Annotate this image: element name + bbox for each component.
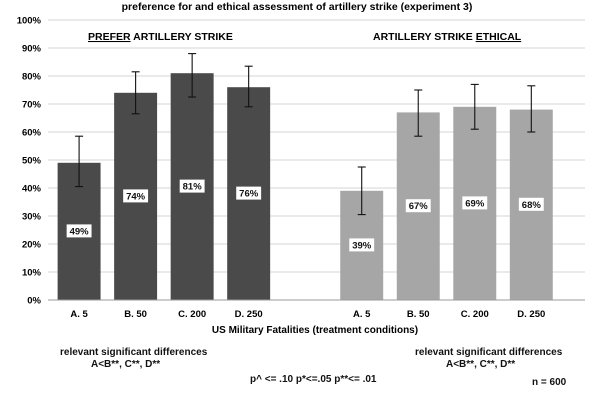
x-tick-label: D. 250 <box>235 309 263 320</box>
data-label: 81% <box>183 182 203 193</box>
y-tick-label: 70% <box>22 100 42 111</box>
y-tick-label: 40% <box>22 184 42 195</box>
series-label-underlined: ETHICAL <box>476 31 522 43</box>
chart-title: preference for and ethical assessment of… <box>122 1 473 13</box>
x-tick-label: B. 50 <box>124 309 147 320</box>
data-label-box <box>405 199 431 213</box>
y-tick-label: 60% <box>22 128 42 139</box>
x-tick-label: A. 5 <box>70 309 88 320</box>
data-label-box <box>179 179 205 193</box>
y-axis: 0% 10% 20% 30% 40% 50% 60% 70% 80% 90% 100% <box>17 16 42 307</box>
data-label-box <box>236 186 262 200</box>
bars <box>57 73 553 301</box>
series-label-text: ARTILLERY STRIKE <box>373 31 476 43</box>
series-label-text: ARTILLERY STRIKE <box>131 31 233 43</box>
data-label: 74% <box>126 191 146 202</box>
y-tick-label: 20% <box>22 240 42 251</box>
series-label-underlined: PREFER <box>88 31 131 43</box>
x-tick-label: C. 200 <box>178 309 206 320</box>
series-label-ethical: ARTILLERY STRIKE ETHICAL <box>373 31 522 43</box>
y-tick-label: 30% <box>22 212 42 223</box>
data-label: 68% <box>522 200 542 211</box>
y-tick-label: 50% <box>22 156 42 167</box>
y-tick-label: 80% <box>22 72 42 83</box>
data-labels: 49% 74% 81% 76% 39% 67% 69% 68% <box>66 179 544 252</box>
y-tick-label: 100% <box>17 16 42 27</box>
right-diff-title: relevant significant differences <box>415 347 563 358</box>
y-tick-label: 90% <box>22 44 42 55</box>
data-label-box <box>349 238 375 252</box>
x-axis: A. 5 B. 50 C. 200 D. 250 A. 5 B. 50 C. 200 D. 2… <box>70 309 545 320</box>
series-label-prefer: PREFER ARTILLERY STRIKE <box>88 31 233 43</box>
right-diff-values: A<B**, C**, D** <box>446 359 516 370</box>
data-label-box <box>518 197 544 211</box>
x-tick-label: C. 200 <box>461 309 489 320</box>
y-tick-label: 0% <box>27 296 41 307</box>
data-label: 69% <box>465 198 485 209</box>
left-diff-title: relevant significant differences <box>60 347 208 358</box>
data-label: 76% <box>239 189 259 200</box>
data-label: 49% <box>70 226 90 237</box>
x-tick-label: D. 250 <box>517 309 545 320</box>
data-label: 67% <box>409 201 429 212</box>
sample-size: n = 600 <box>532 377 567 388</box>
data-label-box <box>66 224 92 238</box>
p-value-legend: p^ <= .10 p*<=.05 p**<= .01 <box>250 374 377 385</box>
data-label: 39% <box>352 240 372 251</box>
error-bars <box>75 53 536 216</box>
x-tick-label: B. 50 <box>407 309 430 320</box>
data-label-box <box>462 196 488 210</box>
x-tick-label: A. 5 <box>353 309 371 320</box>
x-axis-label: US Military Fatalities (treatment condit… <box>212 325 418 336</box>
y-tick-label: 10% <box>22 268 42 279</box>
data-label-box <box>123 189 149 203</box>
left-diff-values: A<B**, C**, D** <box>91 359 161 370</box>
